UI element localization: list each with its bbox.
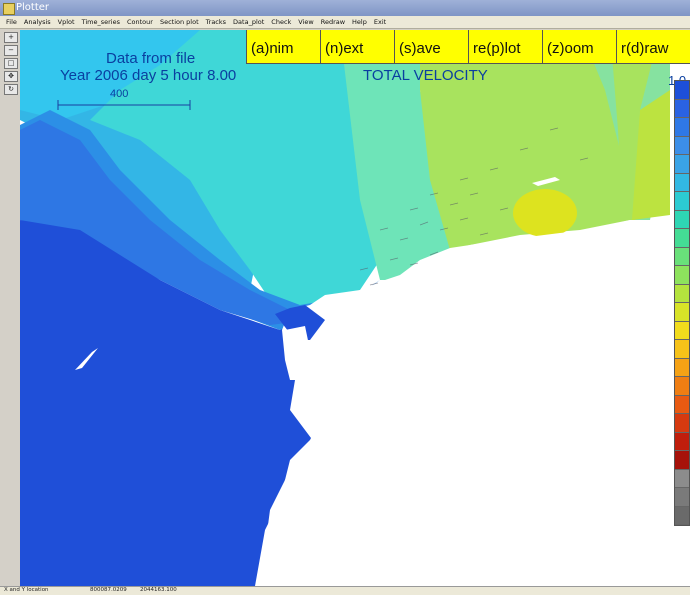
colorbar-swatch (675, 247, 689, 266)
title-bar: Plotter (0, 0, 690, 16)
status-label: X and Y location (4, 587, 49, 593)
window-title: Plotter (16, 2, 50, 13)
colorbar-swatch (675, 395, 689, 414)
colorbar-swatch (675, 432, 689, 451)
variable-label: TOTAL VELOCITY (363, 67, 488, 84)
menu-view[interactable]: View (298, 18, 314, 26)
menu-file[interactable]: File (6, 18, 17, 26)
colorbar-swatch (675, 229, 689, 248)
colorbar-swatch (675, 266, 689, 285)
plot-canvas[interactable]: (a)nim (n)ext (s)ave re(p)lot (z)oom r(d… (20, 30, 690, 586)
colorbar-swatch (675, 173, 689, 192)
colorbar-swatch (675, 358, 689, 377)
colorbar-swatch (675, 81, 689, 100)
menu-exit[interactable]: Exit (373, 18, 387, 26)
colorbar-swatch (675, 321, 689, 340)
save-button[interactable]: (s)ave (394, 30, 468, 64)
colorbar-swatch (675, 377, 689, 396)
colorbar-swatch (675, 136, 689, 155)
colorbar-swatch (675, 469, 689, 488)
colorbar-swatch (675, 488, 689, 507)
data-source-label: Data from file (106, 50, 196, 67)
colorbar-swatch (675, 451, 689, 470)
status-x-coordinate: 800087.0209 (90, 587, 127, 593)
pan-icon[interactable]: ✥ (4, 71, 18, 82)
colorbar-swatch (675, 414, 689, 433)
menu-bar: File Analysis Vplot Time_series Contour … (0, 16, 690, 29)
plot-command-bar: (a)nim (n)ext (s)ave re(p)lot (z)oom r(d… (246, 30, 690, 64)
menu-time-series[interactable]: Time_series (81, 18, 120, 26)
zoom-button[interactable]: (z)oom (542, 30, 616, 64)
zoom-in-icon[interactable]: + (4, 32, 18, 43)
next-button[interactable]: (n)ext (320, 30, 394, 64)
colorbar-swatch (675, 284, 689, 303)
menu-vplot[interactable]: Vplot (57, 18, 75, 26)
colorbar-swatch (675, 303, 689, 322)
redraw-button[interactable]: r(d)raw (616, 30, 690, 64)
status-y-coordinate: 2044163.100 (140, 587, 177, 593)
colorbar-swatch (675, 340, 689, 359)
colorbar-swatch (675, 118, 689, 137)
app-icon (3, 3, 15, 15)
colorbar-swatch (675, 210, 689, 229)
scale-bar-label: 400 (110, 88, 129, 100)
menu-tracks[interactable]: Tracks (205, 18, 227, 26)
velocity-contour-map (20, 30, 670, 586)
colorbar-swatch (675, 155, 689, 174)
colorbar-swatch (675, 192, 689, 211)
replot-button[interactable]: re(p)lot (468, 30, 542, 64)
menu-help[interactable]: Help (352, 18, 367, 26)
anim-button[interactable]: (a)nim (246, 30, 320, 64)
status-bar: X and Y location 800087.0209 2044163.100 (0, 586, 690, 595)
menu-check[interactable]: Check (271, 18, 292, 26)
zoom-out-icon[interactable]: − (4, 45, 18, 56)
menu-contour[interactable]: Contour (127, 18, 153, 26)
menu-redraw[interactable]: Redraw (320, 18, 346, 26)
refresh-icon[interactable]: ↻ (4, 84, 18, 95)
colorbar-swatch (675, 99, 689, 118)
menu-analysis[interactable]: Analysis (23, 18, 51, 26)
menu-section-plot[interactable]: Section plot (159, 18, 199, 26)
tool-palette: + − □ ✥ ↻ (0, 30, 21, 586)
menu-data-plot[interactable]: Data_plot (233, 18, 265, 26)
colorbar (674, 80, 690, 526)
colorbar-swatch (675, 506, 689, 525)
timestamp-label: Year 2006 day 5 hour 8.00 (60, 67, 237, 84)
zoom-extents-icon[interactable]: □ (4, 58, 18, 69)
